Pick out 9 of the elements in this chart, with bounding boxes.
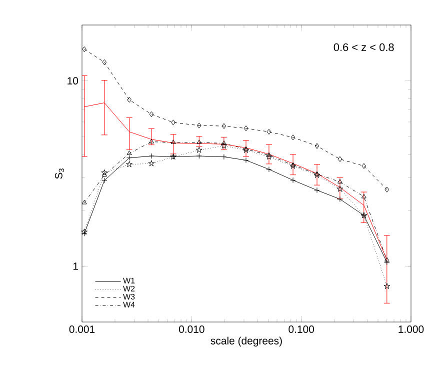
y-tick-label: 10 [68,77,78,85]
y-tick-label: 1 [73,262,78,270]
annotation: 0.6 < z < 0.8 [334,43,394,52]
x-tick-label: 0.100 [288,326,314,333]
x-axis-title: scale (degrees) [210,336,282,347]
x-tick-label: 0.010 [178,326,204,333]
x-tick-label: 1.000 [398,326,424,333]
y-axis-title: S$_{3}$ [54,168,64,179]
x-tick-label: 0.001 [69,326,95,333]
